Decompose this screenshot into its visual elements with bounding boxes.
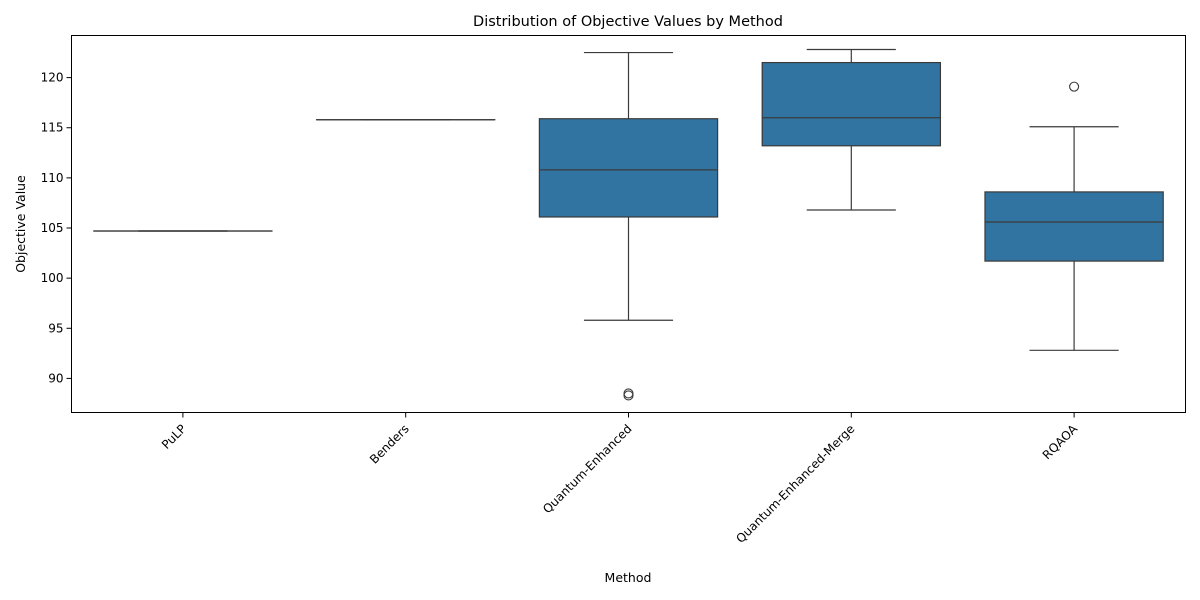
y-tick-label: 90 [48, 371, 63, 385]
plot-area [93, 48, 1164, 401]
x-axis: PuLP Benders Quantum-Enhanced Quantum-Enhan… [159, 412, 1081, 546]
x-tick-label: Quantum-Enhanced-Merge [733, 422, 857, 546]
outlier-point [1069, 81, 1080, 92]
x-tick-label: PuLP [159, 422, 189, 452]
box-body [984, 191, 1164, 262]
box-body [761, 61, 942, 147]
plot-frame [71, 35, 1186, 413]
x-axis-label: Method [605, 570, 652, 585]
box-group-rqaoa [984, 81, 1164, 351]
y-tick-label: 115 [41, 121, 64, 135]
box-body [538, 118, 719, 218]
y-axis-label: Objective Value [13, 175, 28, 273]
y-tick-label: 100 [41, 271, 64, 285]
box-group-quantum-enhanced [538, 51, 719, 401]
outlier-point [623, 388, 634, 399]
y-tick-label: 120 [41, 71, 64, 85]
y-tick-label: 105 [41, 221, 64, 235]
chart-title: Distribution of Objective Values by Meth… [473, 14, 783, 30]
y-tick-label: 110 [41, 171, 64, 185]
x-tick-label: Quantum-Enhanced [540, 422, 635, 517]
x-tick-label: RQAOA [1040, 421, 1081, 462]
y-axis: 90 95 100 105 110 115 120 [41, 71, 72, 385]
x-tick-label: Benders [367, 422, 412, 467]
box-group-quantum-enhanced-merge [761, 48, 942, 211]
y-tick-label: 95 [48, 321, 63, 335]
outlier-point [623, 390, 634, 401]
